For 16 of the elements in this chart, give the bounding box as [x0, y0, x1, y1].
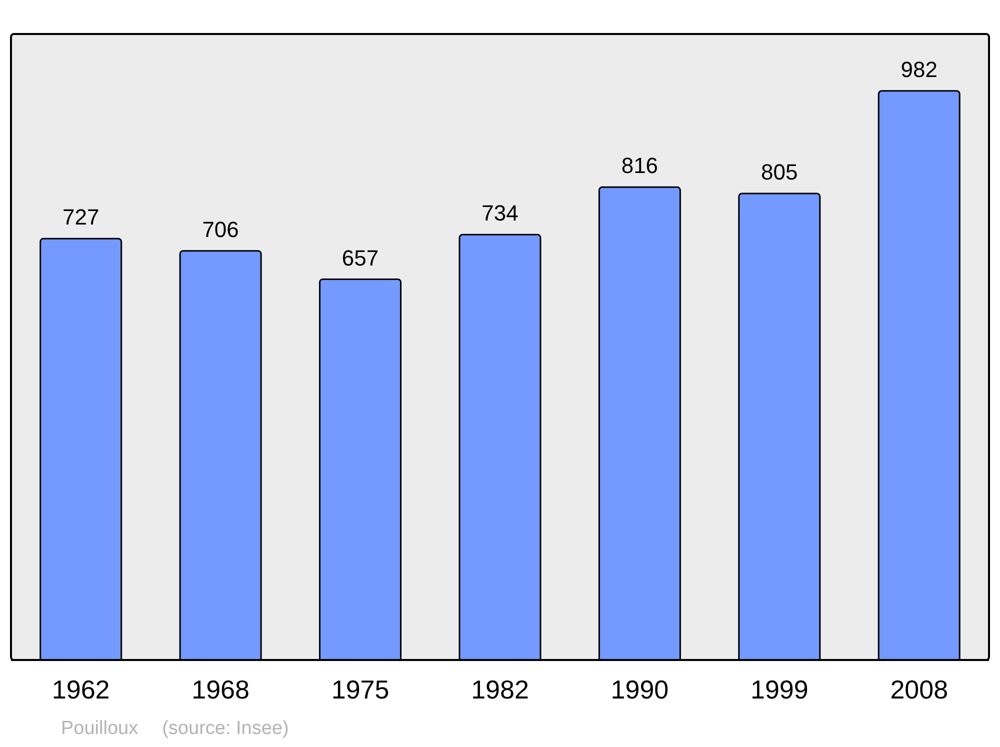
data-label: 982: [900, 56, 938, 82]
data-label: 734: [482, 200, 518, 226]
data-label: 816: [621, 153, 658, 178]
data-label: 657: [342, 245, 379, 270]
x-tick-label: 1982: [471, 674, 529, 704]
text: (source: Insee): [162, 718, 289, 739]
x-tick-label: 1968: [192, 674, 250, 704]
text: Pouilloux: [61, 718, 138, 739]
data-label: 727: [62, 204, 100, 230]
data-label: 706: [202, 216, 239, 242]
x-tick-label: 2008: [890, 674, 948, 704]
x-tick-label: 1975: [331, 674, 390, 704]
x-tick-label: 1990: [610, 674, 669, 704]
x-tick-label: 1962: [52, 674, 110, 704]
x-tick-label: 1999: [750, 674, 808, 704]
data-label: 805: [761, 159, 798, 184]
